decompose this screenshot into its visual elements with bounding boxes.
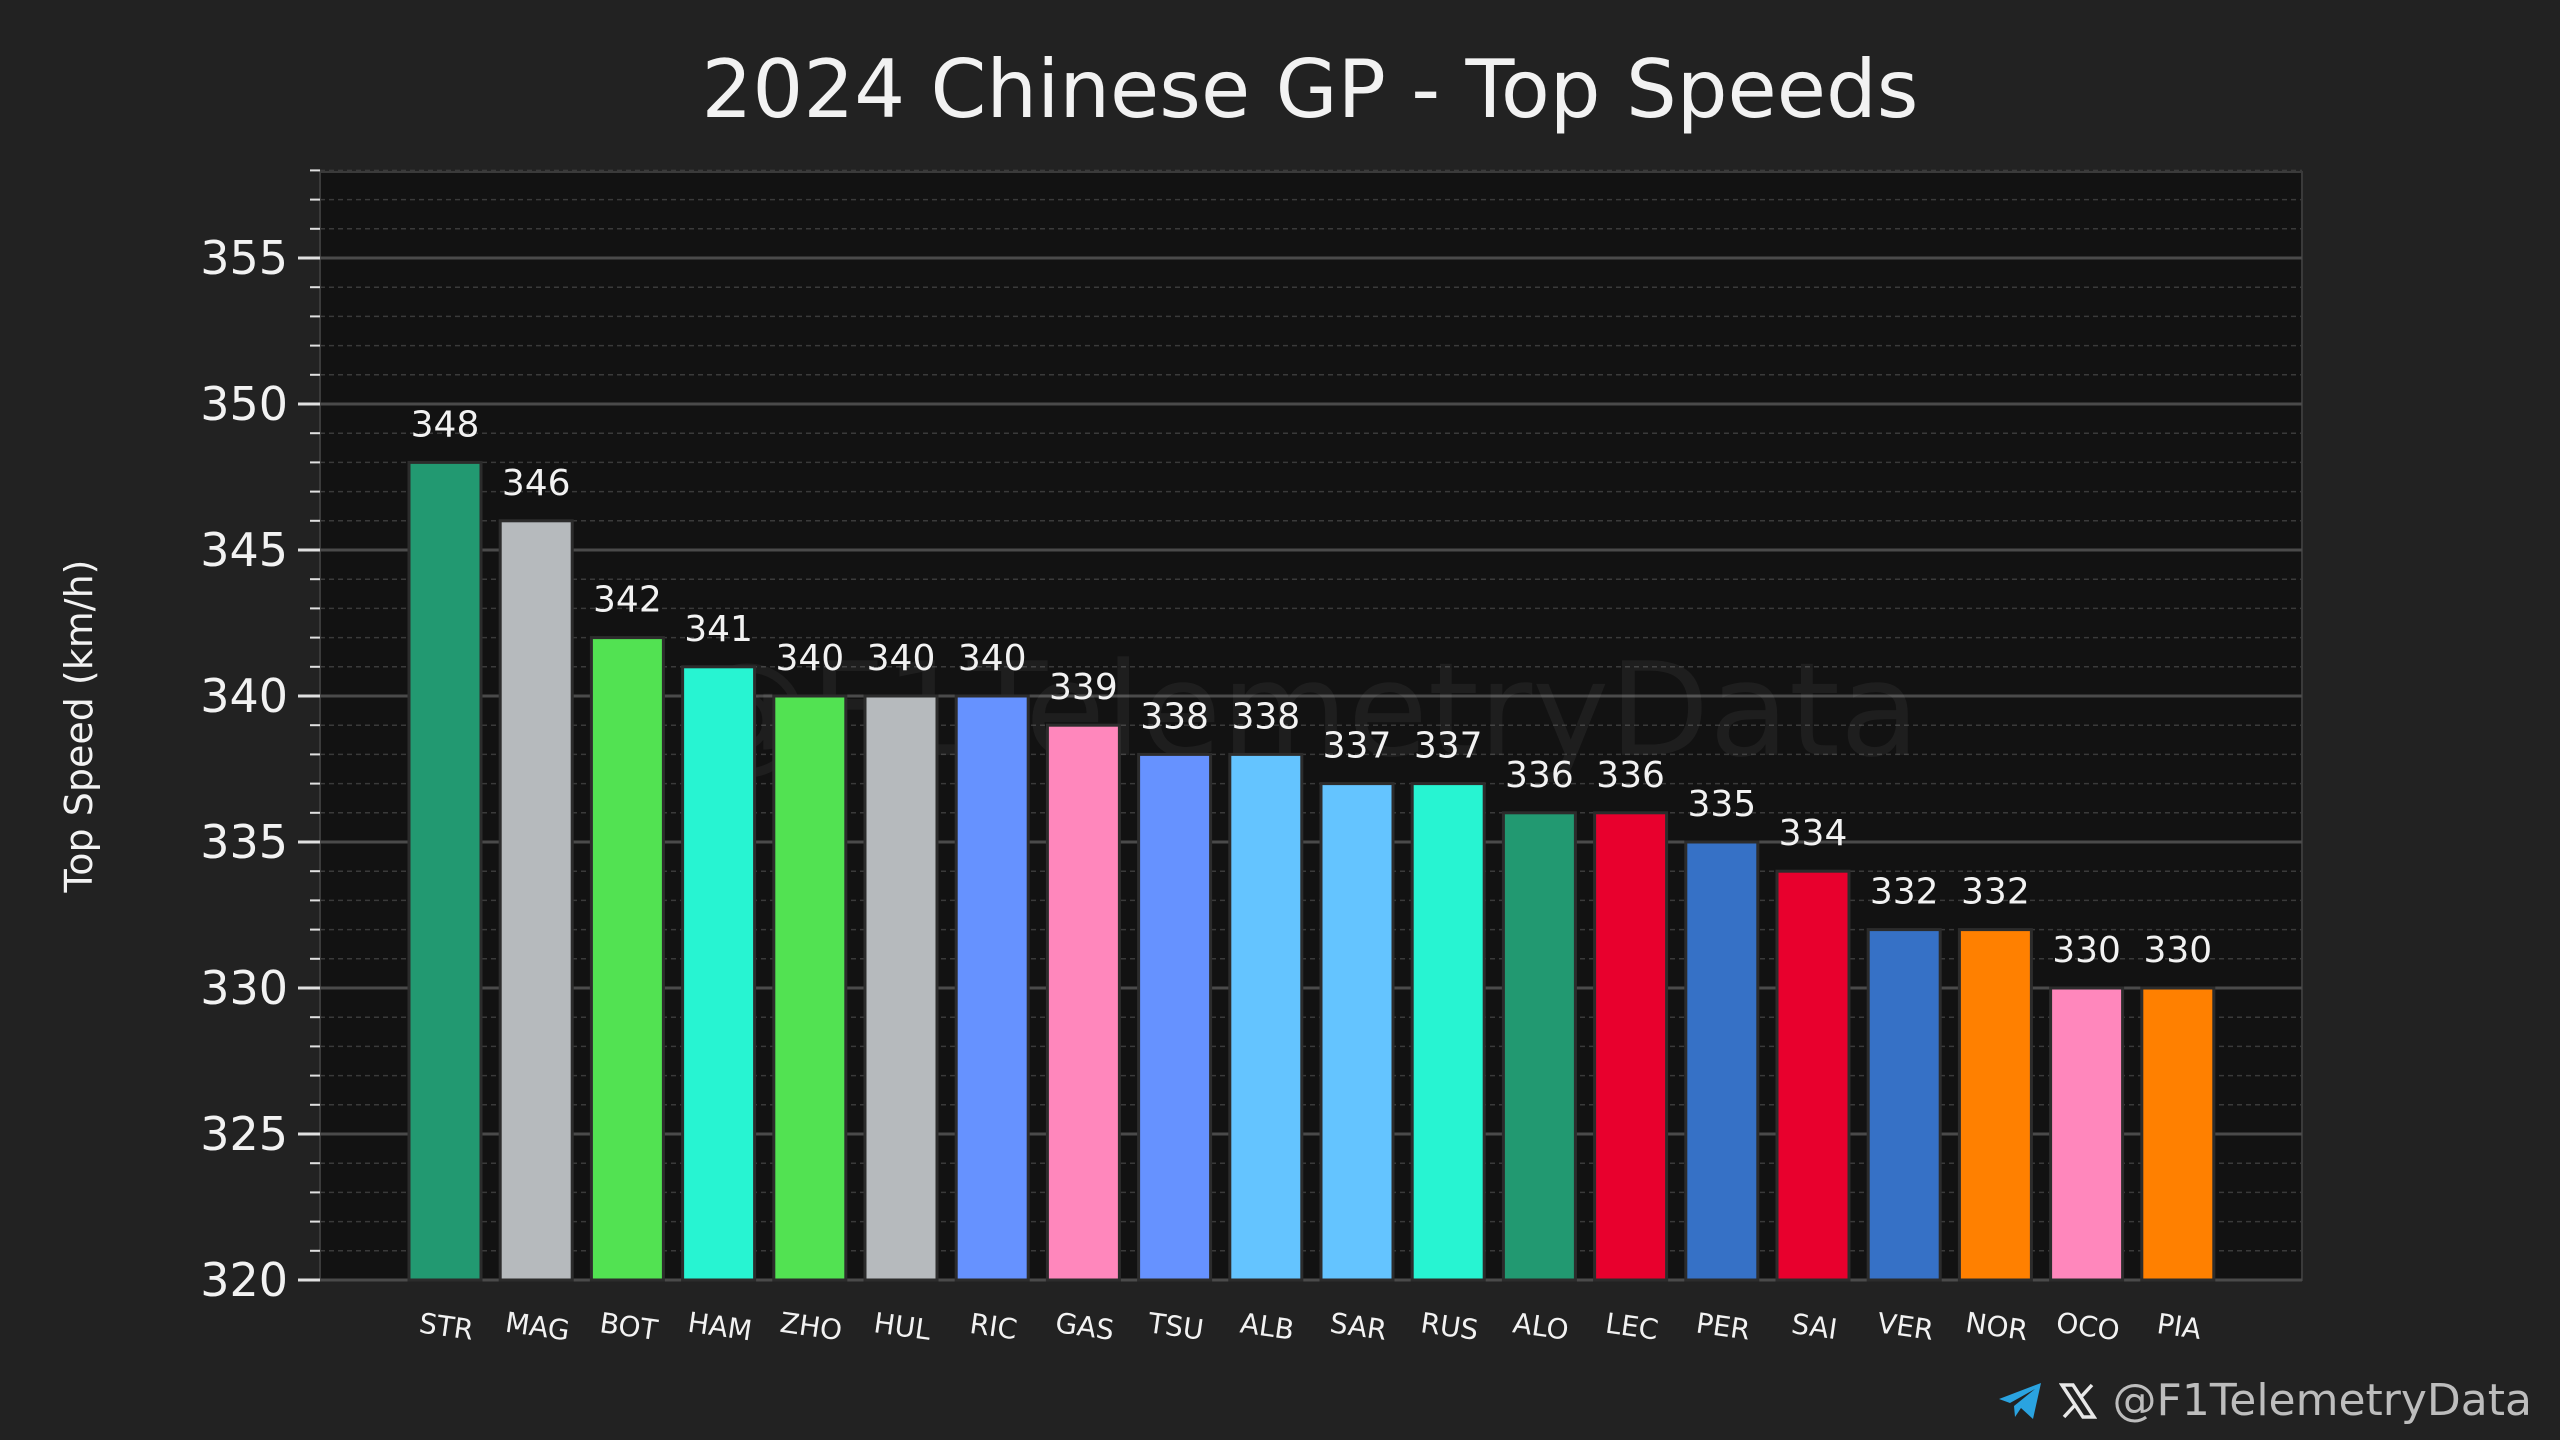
bar-value-label: 338 bbox=[1140, 696, 1209, 737]
bar-value-label: 340 bbox=[775, 638, 844, 679]
y-tick-label: 355 bbox=[200, 231, 288, 285]
x-tick-label: ALB bbox=[1238, 1306, 1296, 1346]
y-tick-label: 325 bbox=[200, 1107, 288, 1161]
bar-value-label: 348 bbox=[411, 404, 480, 445]
bar-ham bbox=[681, 665, 757, 1282]
x-icon bbox=[2058, 1382, 2097, 1420]
bar-lec bbox=[1593, 811, 1669, 1282]
bar-value-label: 332 bbox=[1870, 872, 1939, 913]
x-tick-label: VER bbox=[1875, 1306, 1935, 1347]
bar-value-label: 340 bbox=[867, 638, 936, 679]
bar-value-labels: 348 346 342 341 340 340 340 339 338 338 337 337 336 3… bbox=[411, 404, 2213, 971]
bar-mag bbox=[498, 519, 574, 1282]
bar-alb bbox=[1228, 752, 1304, 1282]
bar-value-label: 341 bbox=[684, 609, 753, 650]
bar-alo bbox=[1501, 811, 1577, 1282]
chart-title: 2024 Chinese GP - Top Speeds bbox=[702, 43, 1919, 136]
bar-value-label: 337 bbox=[1414, 726, 1483, 767]
y-tick-label: 335 bbox=[200, 815, 288, 869]
bar-bot bbox=[589, 636, 665, 1282]
bar-hul bbox=[863, 694, 939, 1282]
credit-handle: @F1TelemetryData bbox=[2112, 1375, 2532, 1426]
bar-sar bbox=[1319, 782, 1395, 1282]
x-tick-label: STR bbox=[417, 1306, 475, 1346]
x-tick-label: OCO bbox=[2054, 1306, 2122, 1348]
bar-per bbox=[1684, 840, 1760, 1282]
minor-grid bbox=[320, 169, 2302, 1252]
bar-value-label: 346 bbox=[502, 463, 571, 504]
bar-value-label: 337 bbox=[1323, 726, 1392, 767]
x-tick-label: RUS bbox=[1419, 1306, 1481, 1347]
y-axis: 320 325 330 335 340 345 350 355 bbox=[200, 169, 320, 1307]
bar-value-label: 340 bbox=[958, 638, 1027, 679]
x-tick-label: SAR bbox=[1328, 1306, 1389, 1347]
bar-gas bbox=[1045, 723, 1121, 1282]
y-tick-label: 330 bbox=[200, 961, 288, 1015]
bar-value-label: 330 bbox=[2143, 930, 2212, 971]
bar-sai bbox=[1775, 869, 1851, 1282]
x-tick-label: PIA bbox=[2155, 1307, 2203, 1346]
bar-oco bbox=[2049, 986, 2125, 1282]
y-tick-label: 350 bbox=[200, 377, 288, 431]
bar-tsu bbox=[1137, 752, 1213, 1282]
x-tick-label: LEC bbox=[1603, 1307, 1660, 1347]
bar-str bbox=[407, 460, 483, 1282]
x-tick-label: BOT bbox=[598, 1306, 661, 1347]
bar-rus bbox=[1410, 782, 1486, 1282]
bar-nor bbox=[1957, 928, 2033, 1282]
bar-value-label: 342 bbox=[593, 580, 662, 621]
telegram-icon bbox=[1997, 1381, 2043, 1421]
y-axis-label: Top Speed (km/h) bbox=[57, 560, 101, 894]
bar-ric bbox=[954, 694, 1030, 1282]
x-tick-label: ZHO bbox=[778, 1306, 844, 1347]
x-tick-label: ALO bbox=[1511, 1306, 1571, 1346]
x-tick-label: PER bbox=[1694, 1306, 1752, 1346]
x-tick-label: SAI bbox=[1789, 1307, 1839, 1346]
y-tick-label: 345 bbox=[200, 523, 288, 577]
bar-value-label: 336 bbox=[1596, 755, 1665, 796]
y-tick-label: 320 bbox=[200, 1253, 288, 1307]
x-tick-label: HUL bbox=[872, 1306, 934, 1347]
x-tick-label: MAG bbox=[503, 1306, 571, 1348]
bar-value-label: 336 bbox=[1505, 755, 1574, 796]
bar-value-label: 335 bbox=[1687, 784, 1756, 825]
bar-zho bbox=[772, 694, 848, 1282]
bar-value-label: 339 bbox=[1049, 667, 1118, 708]
y-tick-label: 340 bbox=[200, 669, 288, 723]
credit: @F1TelemetryData bbox=[1997, 1375, 2532, 1426]
x-tick-label: HAM bbox=[686, 1306, 754, 1348]
x-tick-label: NOR bbox=[1964, 1306, 2030, 1347]
bar-value-label: 334 bbox=[1779, 813, 1848, 854]
bar-value-label: 330 bbox=[2052, 930, 2121, 971]
bar-value-label: 332 bbox=[1961, 872, 2030, 913]
x-tick-label: RIC bbox=[968, 1307, 1019, 1346]
x-tick-label: TSU bbox=[1145, 1306, 1205, 1347]
bar-pia bbox=[2140, 986, 2216, 1282]
x-tick-label: GAS bbox=[1053, 1306, 1116, 1347]
bar-value-label: 338 bbox=[1231, 696, 1300, 737]
bar-ver bbox=[1866, 928, 1942, 1282]
x-tick-labels: STR MAG BOT HAM ZHO HUL RIC GAS TSU ALB SAR RUS ALO L… bbox=[417, 1306, 2203, 1348]
bars bbox=[407, 460, 2216, 1282]
